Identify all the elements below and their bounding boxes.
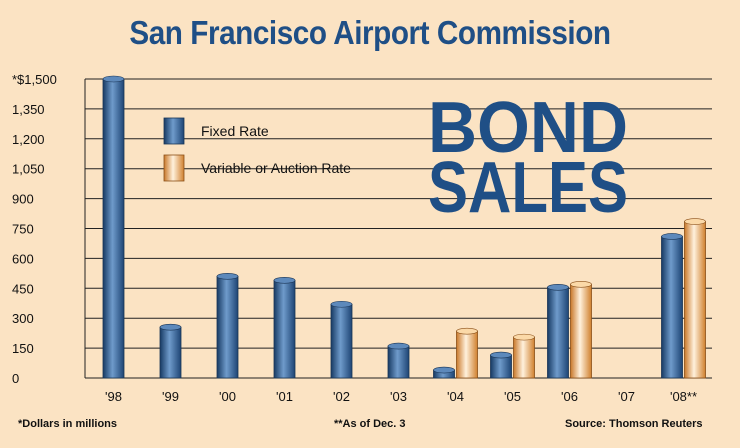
bars [102,75,706,379]
bar-top-cap [570,281,592,288]
y-tick-label: 1,050 [12,162,45,177]
y-tick-label: *$1,500 [12,72,57,87]
y-tick-label: 1,200 [12,132,45,147]
footnote-units: *Dollars in millions [18,418,118,430]
bar-fixed [387,345,410,379]
bar-fixed [216,275,239,379]
bar-top-cap [456,327,478,335]
x-tick-label: '04 [447,389,464,404]
bar-fixed [159,326,182,379]
bar-top-cap [159,323,182,331]
footnote-source: Source: Thomson Reuters [565,418,703,430]
x-tick-label: '99 [162,389,179,404]
bar-fixed [547,286,569,379]
legend-label-variable: Variable or Auction Rate [201,160,351,176]
sales-heading: SALES [428,148,628,228]
x-axis: '98 '99 '00 '01 '02 '03 '04 '05 '06 '07 '08** [105,389,697,404]
bar-variable [513,336,535,379]
chart-title: San Francisco Airport Commission [129,14,611,51]
bar-top-cap [490,351,512,359]
x-tick-label: '00 [219,389,236,404]
bar-top-cap [513,333,535,341]
x-tick-label: '98 [105,389,122,404]
x-tick-label: '02 [333,389,350,404]
y-tick-label: 450 [12,281,34,296]
y-tick-label: 150 [12,341,34,356]
bar-top-cap [433,366,455,374]
bar-top-cap [684,218,706,225]
bond-heading: BOND [428,88,628,168]
bar-variable [570,283,592,379]
bar-top-cap [387,342,410,350]
bar-top-cap [547,284,569,291]
bar-top-cap [216,273,239,280]
bar-variable [456,330,478,379]
bar-fixed [102,78,125,379]
x-tick-label: '03 [390,389,407,404]
bar-variable [684,221,706,379]
bar-fixed [661,236,683,379]
footnote-date: **As of Dec. 3 [334,418,406,430]
legend-swatch-variable [163,154,185,182]
bar-top-cap [330,300,353,308]
x-tick-label: '05 [504,389,521,404]
x-tick-label: '01 [276,389,293,404]
legend-swatch-fixed [163,117,185,145]
bar-top-cap [273,277,296,284]
legend: Fixed Rate Variable or Auction Rate [163,117,351,182]
y-tick-label: 1,350 [12,102,45,117]
bar-fixed [330,303,353,379]
legend-label-fixed: Fixed Rate [201,123,269,139]
y-tick-label: 900 [12,192,34,207]
y-tick-label: 750 [12,222,34,237]
y-axis: *$1,500 1,350 1,200 1,050 900 750 600 450 300 150… [12,72,57,386]
bar-fixed [273,279,296,379]
x-tick-label: '07 [618,389,635,404]
bar-fixed [490,354,512,379]
bar-top-cap [102,75,125,83]
bar-top-cap [661,233,683,240]
x-tick-label: '08** [670,389,697,404]
y-tick-label: 600 [12,251,34,266]
y-tick-label: 0 [12,371,19,386]
y-tick-label: 300 [12,311,34,326]
x-tick-label: '06 [561,389,578,404]
